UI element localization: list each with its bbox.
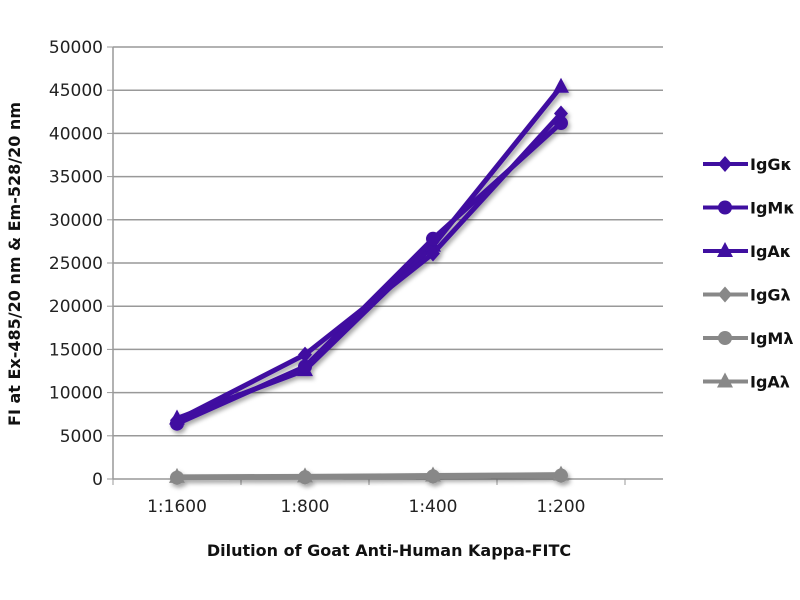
y-tick-label: 50000	[49, 38, 103, 58]
legend-item: IgMλ	[703, 329, 793, 348]
data-point-diamond	[298, 346, 312, 363]
data-point-diamond	[426, 467, 440, 484]
legend-label: IgAλ	[750, 373, 790, 392]
series-group	[169, 77, 569, 486]
y-tick-label: 45000	[49, 81, 103, 101]
legend-label: IgGκ	[750, 155, 792, 174]
x-tick-label: 1:800	[281, 497, 330, 517]
y-tick-label: 5000	[60, 427, 103, 447]
legend-item: IgMκ	[703, 199, 795, 218]
data-point-circle	[298, 359, 312, 374]
legend-item: IgAλ	[703, 372, 790, 392]
legend-marker-diamond	[718, 156, 732, 172]
y-tick-label: 20000	[49, 297, 103, 317]
series-IgMκ	[170, 116, 568, 431]
y-tick-label: 10000	[49, 384, 103, 404]
data-point-diamond	[554, 105, 568, 122]
legend-marker-triangle	[717, 242, 733, 257]
series-IgAκ	[169, 77, 569, 425]
data-point-circle	[426, 231, 440, 246]
y-tick-label: 0	[92, 470, 103, 490]
series-line	[176, 472, 562, 480]
x-tick-label: 1:400	[409, 497, 458, 517]
y-tick-label: 35000	[49, 168, 103, 188]
legend-label: IgGλ	[750, 286, 791, 305]
legend-item: IgAκ	[703, 242, 791, 261]
series-line	[175, 111, 563, 423]
data-point-diamond	[170, 412, 184, 429]
legend-label: IgAκ	[750, 242, 791, 261]
x-tick-labels: 1:1600 1:800 1:400 1:200	[147, 497, 585, 517]
series-IgGλ	[170, 467, 568, 486]
x-tick-label: 1:1600	[147, 497, 207, 517]
x-axis-label: Dilution of Goat Anti-Human Kappa-FITC	[207, 541, 571, 560]
legend-label: IgMλ	[750, 329, 793, 348]
legend-marker-circle	[718, 331, 732, 345]
data-point-diamond	[298, 468, 312, 485]
y-tick-label: 40000	[49, 124, 103, 144]
x-tick-label: 1:200	[537, 497, 586, 517]
y-tick-label: 25000	[49, 254, 103, 274]
legend-marker-circle	[718, 200, 732, 215]
data-point-triangle	[553, 77, 569, 93]
gridlines	[113, 46, 663, 437]
series-line	[175, 121, 563, 426]
data-point-diamond	[554, 467, 568, 484]
data-point-diamond	[426, 245, 440, 262]
y-tick-labels: 0 5000 10000 15000 20000 25000 30000 35000 40000…	[49, 38, 103, 490]
series-line	[176, 85, 563, 421]
y-axis-label: FI at Ex-485/20 nm & Em-528/20 nm	[5, 102, 24, 426]
legend: IgGκ IgMκ IgAκ IgGλ IgMλ IgAλ	[703, 155, 795, 392]
legend-item: IgGκ	[703, 155, 792, 174]
legend-label: IgMκ	[750, 199, 795, 218]
legend-item: IgGλ	[703, 286, 791, 305]
data-point-diamond	[170, 469, 184, 486]
series-IgGκ	[170, 105, 568, 429]
y-tick-label: 30000	[49, 211, 103, 231]
legend-marker-diamond	[718, 286, 732, 303]
legend-marker-triangle	[717, 372, 733, 388]
y-tick-label: 15000	[49, 340, 103, 360]
